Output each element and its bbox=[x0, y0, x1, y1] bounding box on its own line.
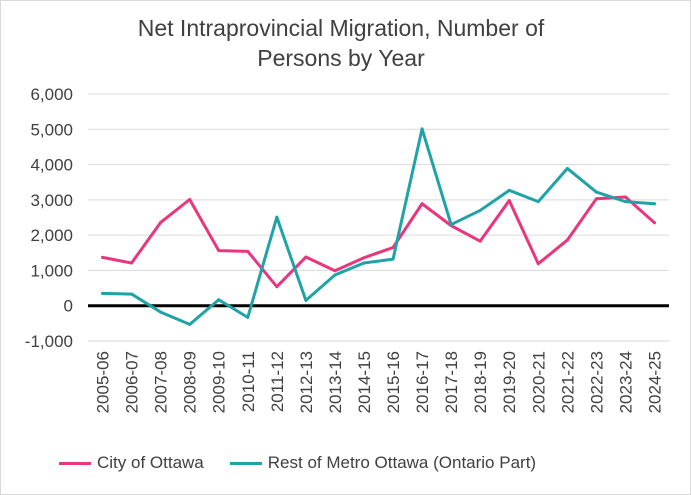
data-point bbox=[449, 223, 453, 227]
y-tick-label: 4,000 bbox=[30, 156, 73, 175]
data-point bbox=[565, 166, 569, 170]
series-line-rest-of-metro-ottawa bbox=[101, 127, 656, 326]
y-tick-label: 3,000 bbox=[30, 191, 73, 210]
y-tick-label: 6,000 bbox=[30, 85, 73, 104]
data-point bbox=[246, 249, 250, 253]
data-point bbox=[304, 298, 308, 302]
x-tick-label: 2011-12 bbox=[268, 351, 287, 412]
legend-item-city-of-ottawa: City of Ottawa bbox=[59, 453, 204, 473]
data-point bbox=[188, 322, 192, 326]
legend-swatch-rest-of-metro-ottawa bbox=[229, 461, 262, 465]
x-tick-label: 2013-14 bbox=[326, 351, 345, 413]
x-tick-label: 2019-20 bbox=[500, 351, 519, 413]
chart-title: Net Intraprovincial Migration, Number of… bbox=[41, 13, 641, 73]
data-point bbox=[536, 200, 540, 204]
data-point bbox=[507, 199, 511, 203]
chart-title-line-1: Net Intraprovincial Migration, Number of bbox=[137, 15, 545, 41]
data-point bbox=[652, 221, 656, 225]
x-tick-label: 2012-13 bbox=[297, 351, 316, 413]
data-point bbox=[478, 239, 482, 243]
data-point bbox=[130, 292, 134, 296]
data-point bbox=[188, 198, 192, 202]
legend-swatch-city-of-ottawa bbox=[59, 461, 91, 465]
x-tick-label: 2010-11 bbox=[239, 351, 258, 412]
x-tick-label: 2017-18 bbox=[442, 351, 461, 413]
x-tick-label: 2023-24 bbox=[616, 351, 635, 413]
x-tick-label: 2018-19 bbox=[471, 351, 490, 413]
data-point bbox=[507, 188, 511, 192]
series-line-city-of-ottawa bbox=[101, 195, 656, 289]
x-tick-label: 2022-23 bbox=[587, 351, 606, 413]
data-point bbox=[420, 202, 424, 206]
y-tick-label: 0 bbox=[64, 297, 73, 316]
x-tick-label: 2009-10 bbox=[210, 351, 229, 413]
data-point bbox=[246, 315, 250, 319]
data-point bbox=[594, 197, 598, 201]
data-point bbox=[478, 208, 482, 212]
data-point bbox=[623, 200, 627, 204]
data-point bbox=[391, 245, 395, 249]
y-tick-label: -1,000 bbox=[25, 332, 73, 351]
x-tick-label: 2024-25 bbox=[645, 351, 664, 413]
y-tick-label: 1,000 bbox=[30, 261, 73, 280]
y-tick-label: 5,000 bbox=[30, 120, 73, 139]
data-point bbox=[565, 238, 569, 242]
legend-label-city-of-ottawa: City of Ottawa bbox=[97, 453, 204, 472]
legend-label-rest-of-metro-ottawa: Rest of Metro Ottawa (Ontario Part) bbox=[267, 453, 537, 472]
data-point bbox=[304, 255, 308, 259]
legend-item-rest-of-metro-ottawa: Rest of Metro Ottawa (Ontario Part) bbox=[229, 453, 537, 473]
data-point bbox=[130, 261, 134, 265]
data-point bbox=[594, 190, 598, 194]
data-point bbox=[217, 249, 221, 253]
data-point bbox=[420, 127, 424, 131]
data-point bbox=[623, 195, 627, 199]
x-tick-label: 2014-15 bbox=[355, 351, 374, 413]
x-tick-label: 2016-17 bbox=[413, 351, 432, 413]
x-tick-label: 2007-08 bbox=[152, 351, 171, 413]
x-tick-label: 2015-16 bbox=[384, 351, 403, 413]
data-point bbox=[159, 220, 163, 224]
y-tick-label: 2,000 bbox=[30, 226, 73, 245]
x-tick-label: 2005-06 bbox=[94, 351, 113, 413]
data-point bbox=[217, 298, 221, 302]
data-point bbox=[362, 256, 366, 260]
data-point bbox=[159, 310, 163, 314]
x-tick-label: 2008-09 bbox=[181, 351, 200, 413]
chart-title-line-2: Persons by Year bbox=[257, 45, 425, 71]
data-point bbox=[333, 273, 337, 277]
data-point bbox=[275, 285, 279, 289]
data-point bbox=[101, 255, 105, 259]
data-point bbox=[333, 269, 337, 273]
x-tick-label: 2006-07 bbox=[123, 351, 142, 413]
data-point bbox=[652, 202, 656, 206]
chart-legend: City of Ottawa Rest of Metro Ottawa (Ont… bbox=[59, 453, 562, 473]
x-tick-label: 2021-22 bbox=[558, 351, 577, 413]
data-point bbox=[101, 291, 105, 295]
data-point bbox=[391, 257, 395, 261]
data-point bbox=[536, 262, 540, 266]
data-point bbox=[362, 261, 366, 265]
x-tick-label: 2020-21 bbox=[529, 351, 548, 413]
data-point bbox=[275, 215, 279, 219]
